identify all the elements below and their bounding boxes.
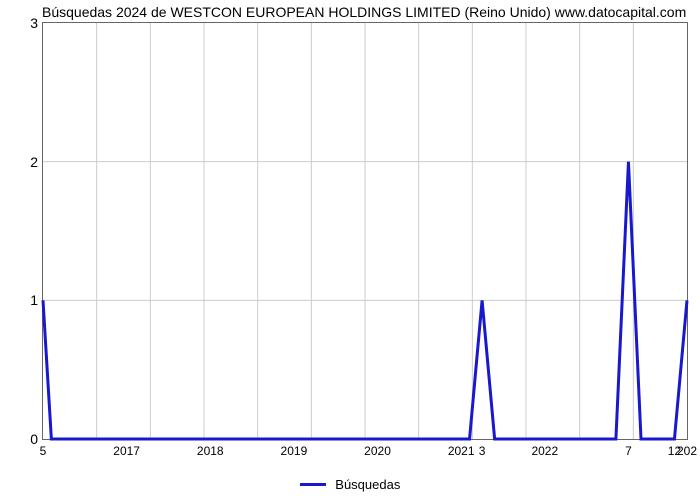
chart-title: Búsquedas 2024 de WESTCON EUROPEAN HOLDI…	[42, 4, 686, 20]
y-tick-label: 1	[8, 292, 38, 308]
line-layer	[43, 23, 687, 439]
x-tick-year: 2020	[364, 444, 391, 458]
y-tick-label: 3	[8, 15, 38, 31]
y-tick-label: 2	[8, 154, 38, 170]
y-tick-label: 0	[8, 431, 38, 447]
plot-area	[42, 22, 688, 440]
legend-label: Búsquedas	[335, 477, 400, 492]
x-tick-extra: 3	[479, 444, 486, 458]
x-tick-year: 2022	[531, 444, 558, 458]
x-tick-extra: 202	[677, 444, 697, 458]
x-tick-year: 2017	[113, 444, 140, 458]
x-tick-year: 2018	[197, 444, 224, 458]
x-tick-year: 2021	[448, 444, 475, 458]
legend: Búsquedas	[0, 476, 700, 492]
x-tick-year: 2019	[281, 444, 308, 458]
chart-container: Búsquedas 2024 de WESTCON EUROPEAN HOLDI…	[0, 0, 700, 500]
x-tick-extra: 5	[40, 444, 47, 458]
x-tick-extra: 7	[625, 444, 632, 458]
legend-swatch	[300, 483, 326, 486]
